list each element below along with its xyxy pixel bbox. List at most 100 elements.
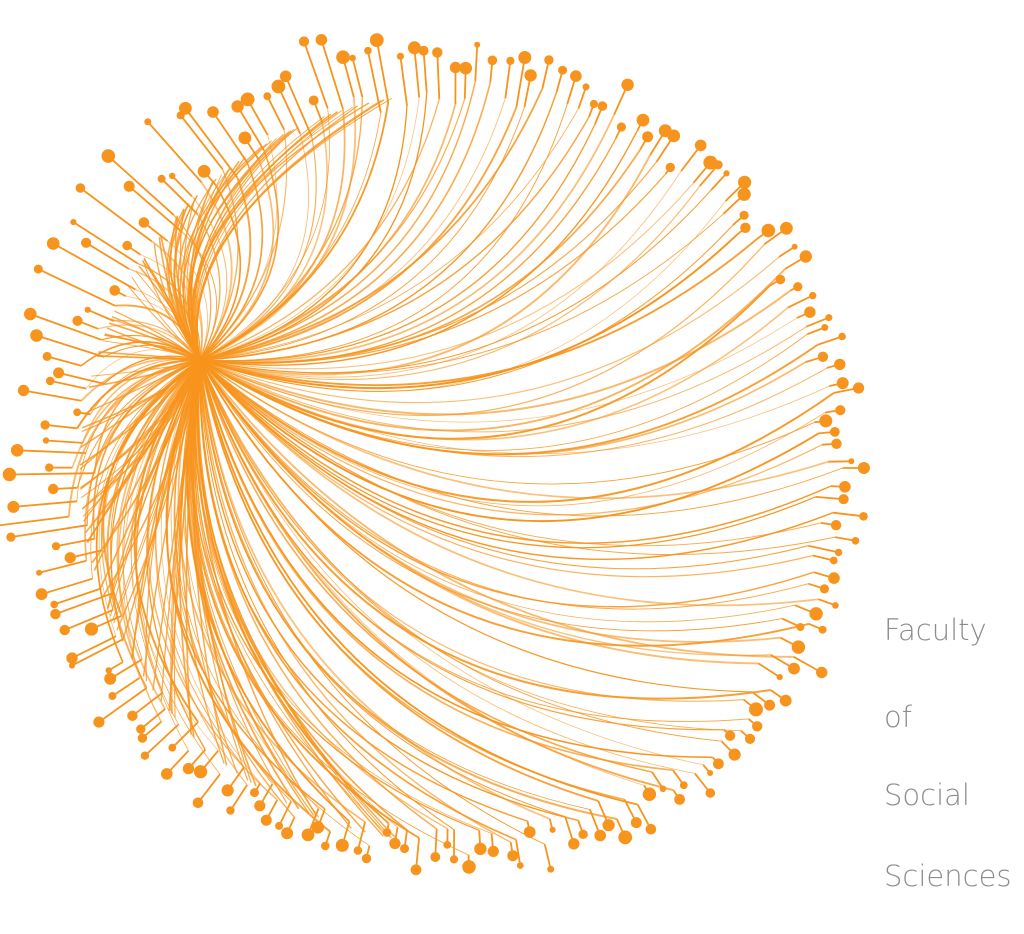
label-line: Sciences (884, 859, 1012, 893)
edge (121, 359, 201, 642)
node (459, 61, 473, 75)
node (474, 41, 481, 48)
node-stem (109, 658, 143, 680)
edge (199, 359, 819, 607)
node-stem (229, 784, 248, 811)
node-stem (787, 294, 814, 309)
node (42, 351, 52, 361)
edge (199, 359, 829, 500)
edge (194, 359, 384, 837)
edge (79, 359, 201, 466)
node-stem (236, 105, 265, 151)
node-stem (808, 544, 839, 554)
node-stem (342, 56, 355, 98)
node (122, 240, 132, 251)
node (558, 65, 568, 75)
edge (199, 359, 814, 578)
node (578, 829, 588, 839)
node-stem (710, 172, 728, 191)
edge (91, 359, 201, 564)
node-stem (71, 635, 117, 659)
node-stem (266, 95, 286, 131)
edge (142, 359, 201, 677)
edge (199, 359, 599, 802)
node (432, 47, 443, 58)
edge (199, 359, 759, 665)
node (24, 307, 37, 321)
node (81, 237, 92, 248)
edge (116, 359, 201, 710)
node (231, 100, 244, 113)
edge (199, 359, 704, 766)
node (93, 716, 105, 728)
node (157, 174, 166, 183)
node (2, 467, 17, 482)
edge (199, 106, 518, 361)
node (254, 800, 266, 812)
node (194, 765, 208, 779)
node-stem (17, 449, 86, 454)
node (50, 608, 61, 620)
node (818, 625, 827, 634)
faculty-label: Faculty of Social Sciences (884, 613, 1012, 893)
node (791, 243, 798, 250)
node (775, 274, 786, 285)
node (829, 556, 838, 565)
node-stem (436, 52, 441, 99)
edge (199, 97, 364, 361)
node-stem (160, 178, 199, 215)
edge (199, 104, 568, 362)
edge (199, 359, 826, 507)
edge (103, 355, 201, 385)
node (740, 222, 751, 233)
edge (199, 98, 466, 361)
node (836, 377, 849, 390)
node (780, 221, 793, 235)
edge (81, 359, 201, 510)
edge (199, 289, 791, 416)
node-stem (58, 372, 105, 385)
node-stem (171, 175, 193, 197)
node-stem (45, 439, 83, 444)
node (645, 823, 657, 835)
edge (195, 110, 342, 361)
edge (86, 359, 201, 543)
node-stem (474, 44, 479, 82)
node-stem (13, 500, 78, 508)
node (739, 210, 749, 220)
node-stem (422, 50, 428, 93)
node (104, 672, 117, 685)
node-stem (50, 380, 87, 390)
label-line: Social (884, 778, 970, 812)
node (851, 537, 860, 545)
node-stem (504, 60, 512, 99)
node-stem (543, 844, 552, 870)
node (70, 219, 77, 226)
edge (199, 184, 241, 361)
edge (131, 277, 201, 361)
edge (199, 359, 830, 455)
node-stem (111, 677, 141, 697)
node (84, 306, 91, 313)
node (507, 850, 519, 862)
node (45, 463, 54, 472)
edge (199, 97, 420, 361)
node (123, 180, 135, 192)
edge (199, 359, 455, 831)
edge (199, 182, 694, 370)
node (819, 414, 833, 428)
edge (199, 173, 667, 364)
node (694, 139, 707, 152)
node (674, 794, 685, 805)
node-stem (46, 355, 82, 367)
node-stem (55, 537, 95, 548)
node (838, 332, 846, 341)
node (48, 483, 59, 495)
node (361, 853, 372, 864)
node (835, 405, 846, 416)
node (616, 122, 627, 132)
node (50, 600, 58, 609)
node (271, 79, 286, 94)
node (168, 743, 177, 752)
edge (174, 204, 201, 361)
